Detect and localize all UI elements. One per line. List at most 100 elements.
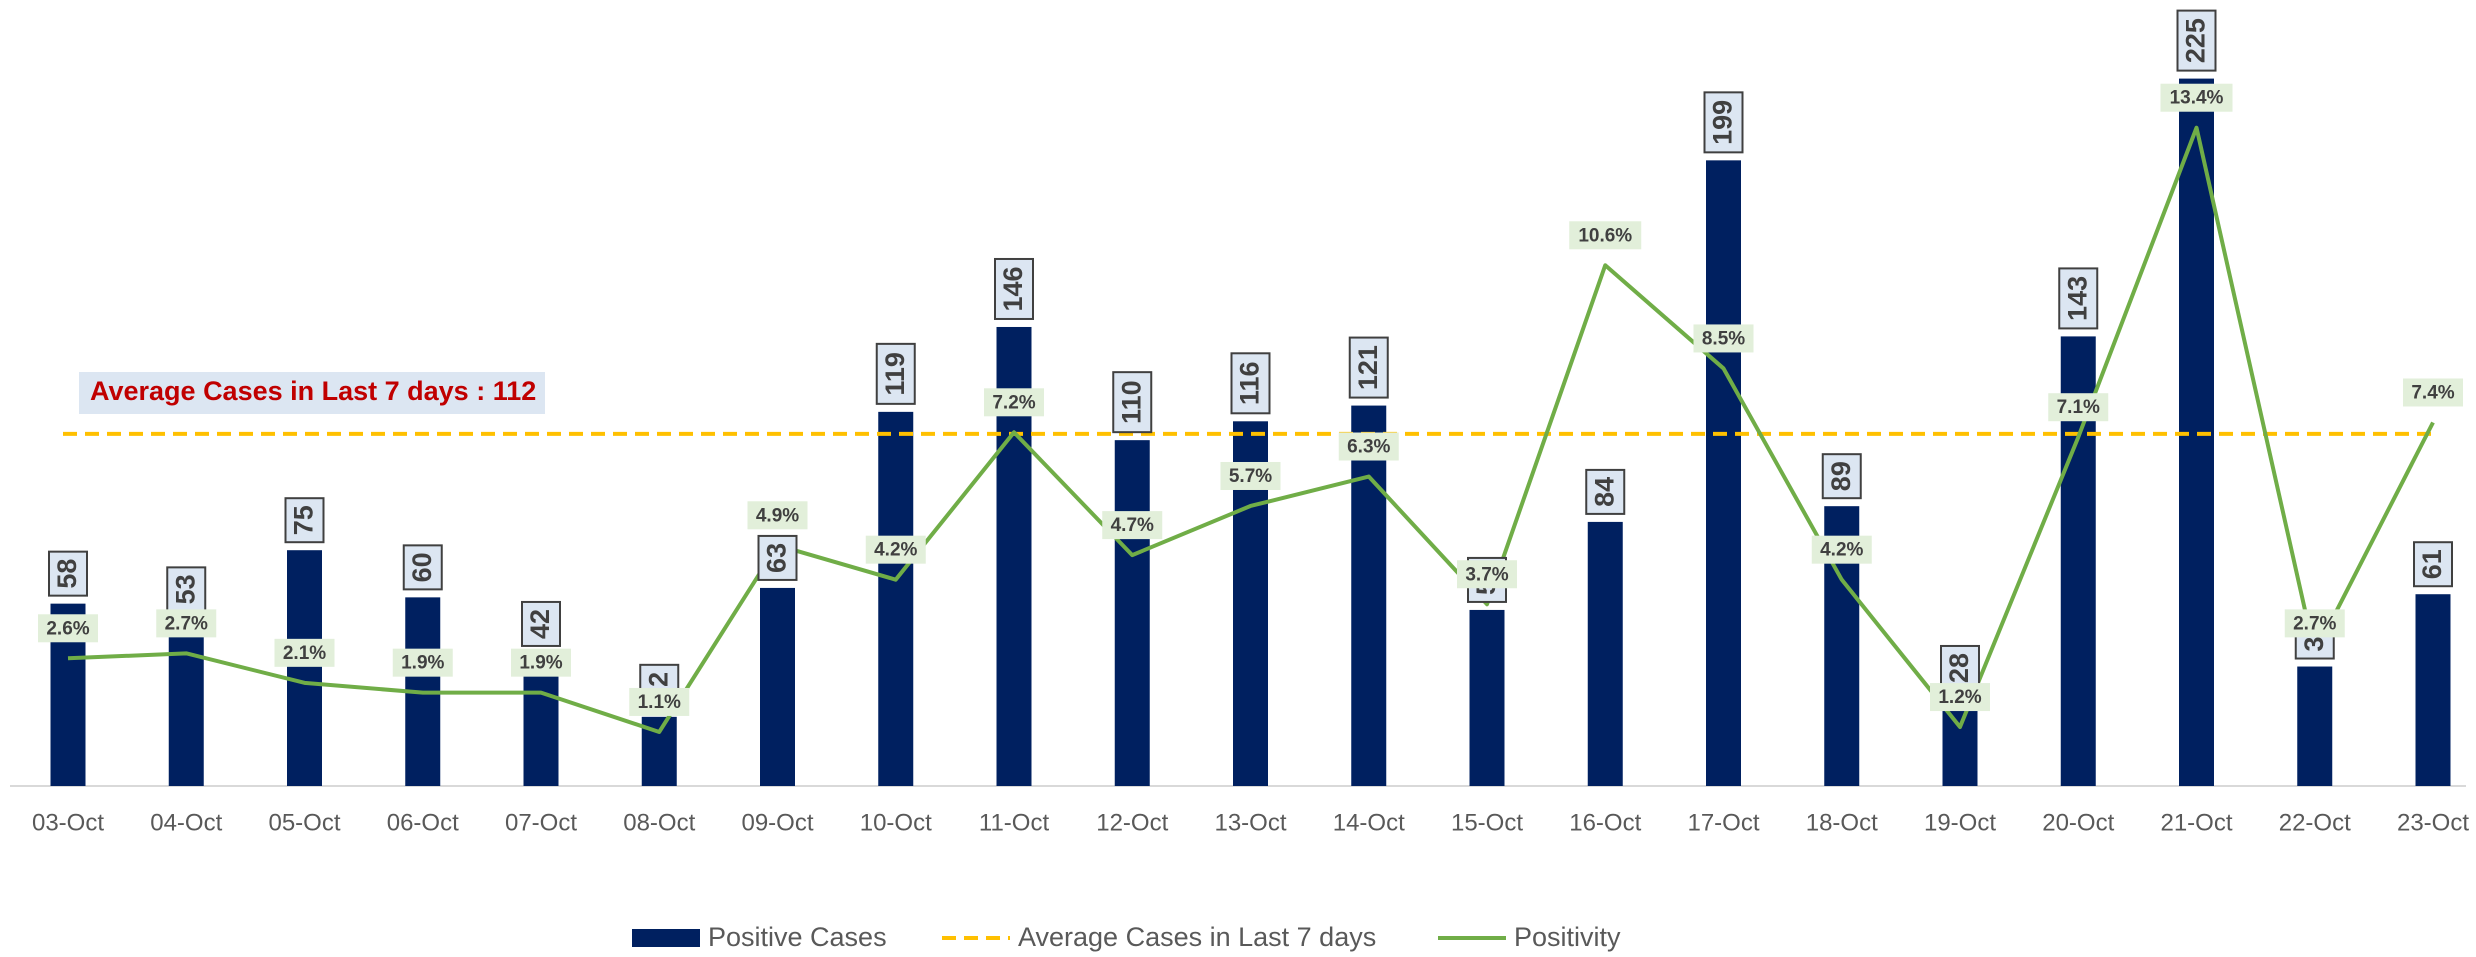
x-tick-label: 07-Oct: [505, 809, 577, 836]
x-tick-label: 06-Oct: [387, 809, 459, 836]
legend-label: Positive Cases: [708, 922, 887, 952]
positivity-label-box: [2048, 393, 2109, 422]
bar-label-box: [48, 550, 88, 597]
positivity-label-box: [1930, 683, 1990, 712]
bar-label-text: 110: [1116, 380, 1146, 424]
bar-label-text: 119: [880, 352, 910, 396]
positivity-label: 7.2%: [992, 392, 1035, 413]
bar-label-box: [1348, 336, 1389, 399]
bar-label: 146: [994, 257, 1034, 320]
bar-label: 75: [284, 497, 325, 544]
bar-label-text: 89: [1826, 461, 1856, 491]
bar-label-text: 42: [525, 609, 555, 639]
positivity-label-box: [1693, 324, 1754, 353]
positivity-label: 4.2%: [874, 540, 917, 561]
positivity-label-box: [274, 638, 335, 667]
bar: [1706, 160, 1741, 786]
x-tick-label: 16-Oct: [1569, 809, 1641, 836]
x-tick-label: 18-Oct: [1806, 809, 1878, 836]
bar-label: 116: [1230, 352, 1271, 415]
bar-label-box: [1112, 371, 1153, 434]
bar-label-box: [1230, 352, 1271, 415]
bar-label-text: 84: [1589, 477, 1619, 507]
bar-label: 225: [2176, 9, 2217, 72]
positivity-label: 2.7%: [165, 613, 208, 634]
bar: [287, 550, 322, 786]
bar-label: 28: [1940, 644, 1980, 691]
bar-label-text: 53: [170, 574, 200, 604]
bar-label-box: [1585, 468, 1626, 515]
bar: [1469, 609, 1505, 786]
positivity-label-box: [865, 535, 926, 564]
bar-label: 143: [2058, 267, 2099, 330]
x-tick-label: 12-Oct: [1096, 809, 1168, 836]
positivity-label-box: [38, 614, 98, 643]
bar-label-box: [1821, 453, 1862, 500]
bar-label: 58: [48, 550, 88, 597]
positivity-label: 3.7%: [1465, 564, 1508, 585]
bar-label-box: [1703, 91, 1744, 154]
x-tick-label: 13-Oct: [1214, 809, 1286, 836]
positivity-label-box: [1338, 432, 1399, 461]
bar-label-text: 61: [2417, 549, 2447, 579]
positivity-label-box: [1102, 511, 1163, 540]
bar-label-box: [284, 497, 325, 544]
bar-label-text: 146: [998, 266, 1028, 311]
positivity-label: 7.1%: [2057, 397, 2100, 418]
positivity-label-box: [511, 648, 571, 677]
positivity-label-box: [1569, 221, 1642, 250]
positivity-label-box: [1811, 535, 1872, 564]
positivity-label-box: [2160, 83, 2233, 112]
bar-label: 61: [2413, 541, 2453, 588]
bar-label-box: [2413, 541, 2453, 588]
x-tick-label: 03-Oct: [32, 809, 104, 836]
bar-label: 53: [166, 566, 207, 613]
positivity-label: 2.6%: [46, 618, 89, 639]
x-tick-label: 20-Oct: [2042, 809, 2114, 836]
x-tick-label: 21-Oct: [2160, 809, 2232, 836]
bar-label-box: [2176, 9, 2217, 72]
positivity-label: 1.2%: [1938, 687, 1981, 708]
positivity-line: [67, 125, 2435, 734]
bar-label-text: 225: [2181, 18, 2211, 63]
positivity-label-box: [1220, 461, 1281, 490]
x-tick-label: 10-Oct: [860, 809, 932, 836]
bar-label: 42: [521, 600, 561, 647]
bar: [1351, 405, 1387, 786]
bar-label: 119: [875, 342, 916, 405]
bar-label-box: [402, 544, 443, 591]
bar-label-box: [521, 600, 561, 647]
legend-swatch: [632, 929, 700, 947]
bar-label-box: [994, 257, 1034, 320]
bar: [168, 619, 204, 786]
positivity-label: 7.4%: [2411, 382, 2454, 403]
bar: [2415, 594, 2451, 786]
x-tick-label: 09-Oct: [741, 809, 813, 836]
positivity-label: 13.4%: [2170, 88, 2224, 109]
bar-label: 89: [1821, 453, 1862, 500]
bar: [1587, 521, 1623, 786]
positivity-label: 4.2%: [1820, 540, 1863, 561]
bar-label: 110: [1112, 371, 1153, 434]
bar-label-text: 28: [1944, 653, 1974, 683]
bar: [2297, 666, 2333, 786]
positivity-label: 4.9%: [756, 505, 799, 526]
bar-label-text: 63: [762, 543, 792, 573]
x-tick-label: 05-Oct: [268, 809, 340, 836]
bar-label: 60: [402, 544, 443, 591]
x-tick-label: 04-Oct: [150, 809, 222, 836]
bar-label: 84: [1585, 468, 1626, 515]
bar-label: 63: [757, 534, 798, 581]
positivity-label-box: [984, 388, 1044, 417]
positivity-label-box: [2284, 609, 2345, 638]
positivity-label: 2.7%: [2293, 613, 2336, 634]
bar-label: 121: [1348, 336, 1389, 399]
positivity-label: 4.7%: [1111, 515, 1154, 536]
positivity-label: 8.5%: [1702, 328, 1745, 349]
positivity-label: 1.1%: [638, 692, 681, 713]
bar-label-box: [875, 342, 916, 405]
bar-label-text: 75: [289, 505, 319, 535]
x-tick-label: 22-Oct: [2279, 809, 2351, 836]
